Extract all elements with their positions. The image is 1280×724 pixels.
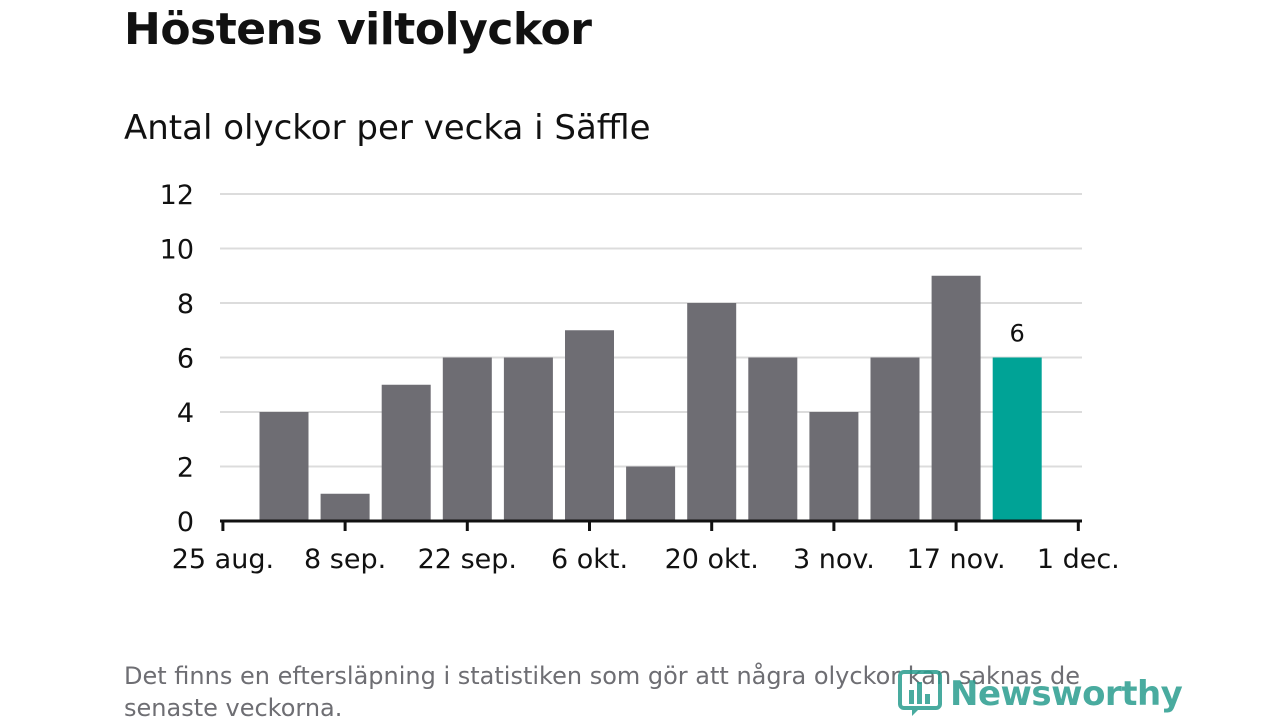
bar	[687, 303, 737, 521]
x-tick-label: 22 sep.	[418, 544, 517, 575]
x-tick-label: 8 sep.	[304, 544, 386, 575]
chart-subtitle: Antal olyckor per vecka i Säffle	[124, 108, 651, 148]
data-label: 6	[1010, 320, 1025, 348]
chart-title: Höstens viltolyckor	[124, 4, 592, 55]
x-tick-label: 1 dec.	[1037, 544, 1120, 575]
newsworthy-logo: Newsworthy	[898, 668, 1183, 720]
x-tick-label: 25 aug.	[172, 544, 274, 575]
x-tick-label: 6 okt.	[551, 544, 628, 575]
bar-chart: 0 2 4 6 8 10 12 6 25 aug. 8 sep. 22 sep. 6 okt. 20 o…	[160, 180, 1120, 575]
bar	[870, 357, 920, 521]
y-tick-label: 8	[177, 289, 194, 320]
bar	[809, 412, 859, 521]
logo-text: Newsworthy	[950, 674, 1183, 714]
x-tick-label: 20 okt.	[665, 544, 759, 575]
bar	[931, 275, 981, 521]
x-tick-label: 17 nov.	[907, 544, 1006, 575]
bar-highlight	[992, 357, 1042, 521]
bar	[442, 357, 492, 521]
bar	[320, 493, 370, 521]
bar	[503, 357, 553, 521]
newsworthy-bar-chart-icon	[898, 670, 942, 716]
x-tick-label: 3 nov.	[793, 544, 875, 575]
y-tick-label: 0	[177, 507, 194, 538]
y-tick-label: 10	[160, 235, 194, 266]
y-tick-label: 2	[177, 453, 194, 484]
bar	[259, 412, 309, 521]
y-tick-label: 12	[160, 180, 194, 211]
bar	[565, 330, 614, 521]
y-tick-label: 6	[177, 344, 194, 375]
bar	[626, 466, 676, 521]
bar	[748, 357, 798, 521]
bar	[381, 384, 431, 521]
y-tick-label: 4	[177, 398, 194, 429]
